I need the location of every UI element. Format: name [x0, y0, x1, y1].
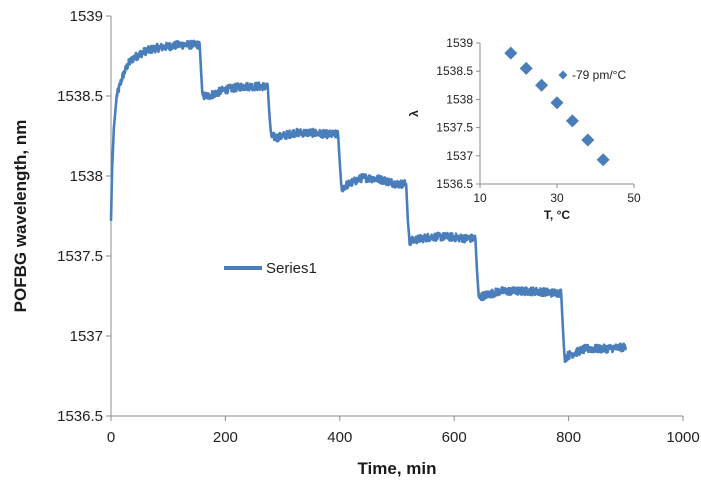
x-tick-label: 800 — [556, 429, 581, 446]
inset-legend-label: -79 pm/°C — [572, 68, 626, 82]
inset-y-tick-label: 1537.5 — [436, 121, 473, 135]
y-tick-label: 1538 — [70, 168, 103, 185]
y-tick-label: 1538.5 — [57, 88, 103, 105]
y-tick-label: 1536.5 — [57, 408, 103, 425]
inset-y-tick-label: 1538 — [446, 92, 473, 106]
inset-scatter-point — [596, 153, 610, 167]
x-axis-title: Time, min — [357, 459, 436, 478]
x-tick-label: 0 — [107, 429, 115, 446]
inset-scatter-point — [550, 96, 564, 110]
x-tick-label: 400 — [327, 429, 352, 446]
inset-scatter-point — [565, 114, 579, 128]
inset-x-axis-title: T, °C — [544, 208, 570, 222]
inset-scatter-point — [504, 46, 518, 60]
inset-y-tick-label: 1536.5 — [436, 177, 473, 191]
series1-line — [109, 39, 628, 364]
x-tick-label: 600 — [442, 429, 467, 446]
legend-series1-label: Series1 — [266, 260, 317, 277]
inset-scatter-point — [519, 61, 533, 75]
y-tick-label: 1537 — [70, 328, 103, 345]
inset-x-tick-label: 10 — [473, 191, 487, 205]
inset-y-tick-label: 1539 — [446, 36, 473, 50]
inset-x-tick-label: 30 — [550, 191, 564, 205]
inset-scatter-point — [535, 78, 549, 92]
y-tick-label: 1539 — [70, 8, 103, 25]
y-axis-title: POFBG wavelength, nm — [11, 120, 30, 313]
x-tick-label: 1000 — [666, 429, 699, 446]
inset-legend-marker — [558, 70, 568, 80]
inset-x-tick-label: 50 — [627, 191, 641, 205]
inset-y-tick-label: 1537 — [446, 149, 473, 163]
inset-y-tick-label: 1538.5 — [436, 64, 473, 78]
inset-scatter-point — [581, 133, 595, 147]
y-tick-label: 1537.5 — [57, 248, 103, 265]
inset-y-axis-title: λ — [407, 110, 421, 117]
x-tick-label: 200 — [213, 429, 238, 446]
